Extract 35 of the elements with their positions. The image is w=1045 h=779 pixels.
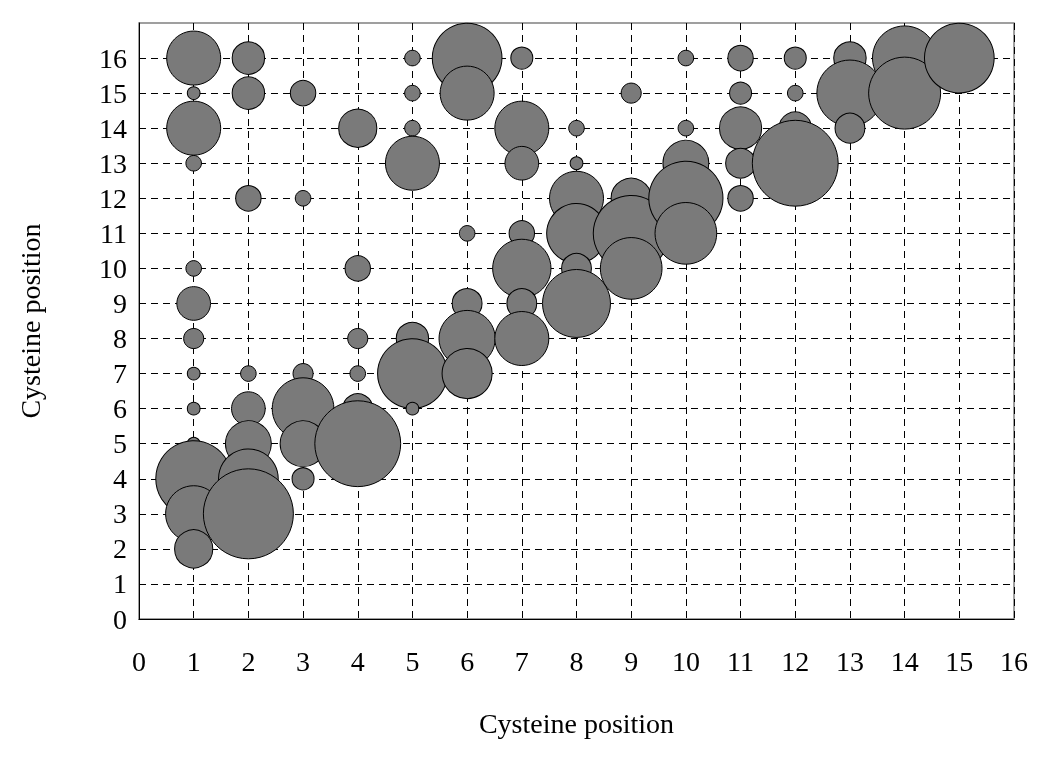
x-tick-label: 11 xyxy=(727,645,755,677)
y-tick-label: 3 xyxy=(113,498,127,530)
x-tick-label: 8 xyxy=(569,645,584,677)
y-tick-label: 7 xyxy=(113,358,127,390)
x-tick-label: 4 xyxy=(350,645,365,677)
y-tick-label: 8 xyxy=(113,323,127,355)
x-tick-label: 12 xyxy=(781,645,810,677)
x-axis-title: Cysteine position xyxy=(478,707,675,739)
x-tick-label: 13 xyxy=(835,645,864,677)
x-tick-label: 2 xyxy=(241,645,256,677)
y-tick-label: 9 xyxy=(113,287,127,319)
y-tick-label: 15 xyxy=(99,77,127,109)
x-tick-label: 14 xyxy=(890,645,919,677)
y-tick-label: 14 xyxy=(99,112,127,144)
x-tick-label: 6 xyxy=(460,645,475,677)
y-tick-label: 11 xyxy=(100,217,127,249)
x-tick-label: 3 xyxy=(296,645,311,677)
y-axis-title: Cysteine position xyxy=(14,223,46,419)
y-tick-label: 16 xyxy=(99,42,127,74)
y-tick-label: 4 xyxy=(113,463,127,495)
y-tick-label: 12 xyxy=(99,182,127,214)
y-tick-label: 13 xyxy=(99,147,127,179)
y-tick-label: 6 xyxy=(113,393,127,425)
x-tick-label: 15 xyxy=(945,645,974,677)
y-tick-label: 2 xyxy=(113,533,127,565)
y-tick-label: 10 xyxy=(99,252,127,284)
x-tick-label: 1 xyxy=(186,645,201,677)
y-tick-label: 5 xyxy=(113,428,127,460)
y-tick-label: 0 xyxy=(113,603,127,635)
x-tick-label: 7 xyxy=(514,645,529,677)
x-tick-label: 10 xyxy=(671,645,700,677)
y-tick-label: 1 xyxy=(113,568,127,600)
x-tick-label: 5 xyxy=(405,645,420,677)
x-tick-label: 16 xyxy=(1000,645,1028,677)
x-tick-label: 9 xyxy=(624,645,639,677)
